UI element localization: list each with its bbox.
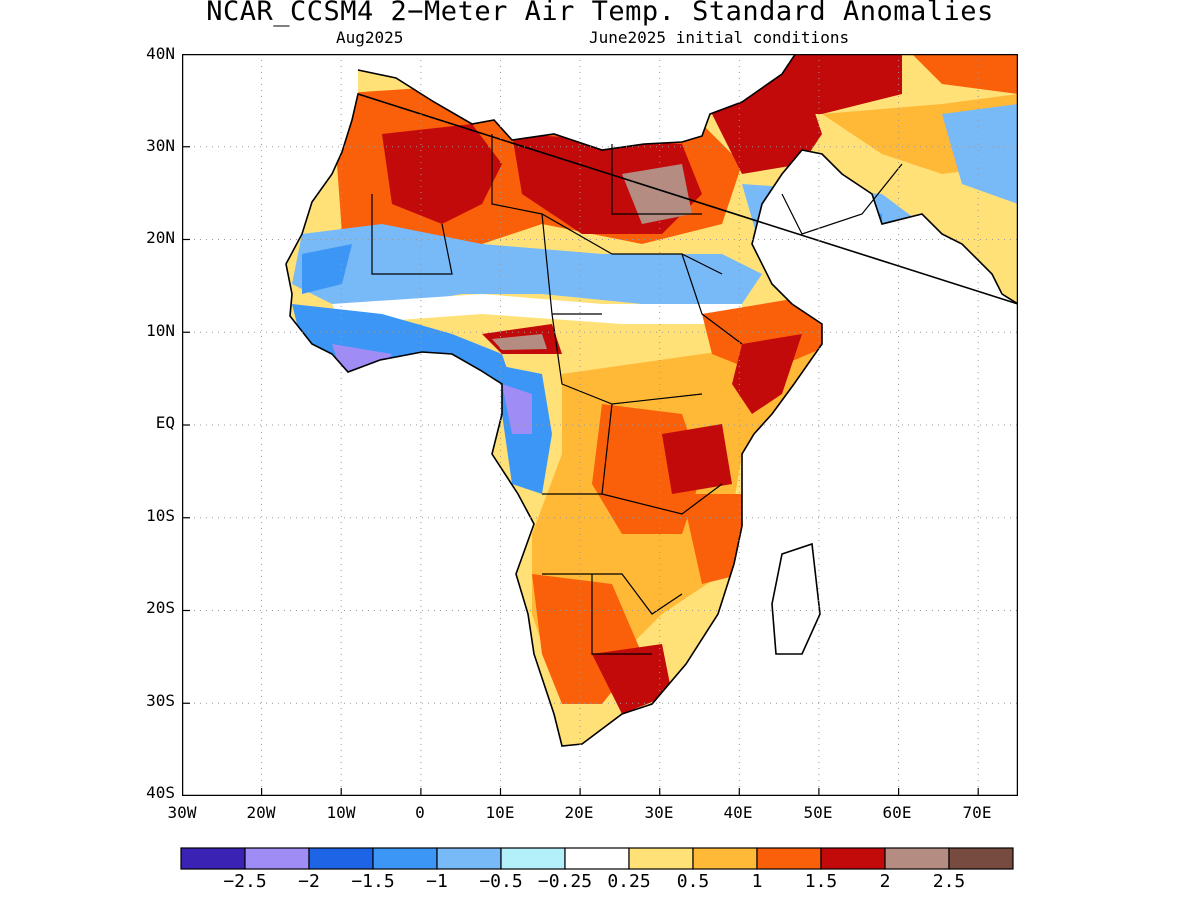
colorbar-label: 1.5 [804, 871, 838, 892]
shade-north-east [902, 54, 1018, 94]
lat-label-10n: 10N [146, 321, 175, 340]
shade-mozambique [682, 494, 742, 584]
lat-label-30n: 30N [146, 136, 175, 155]
axis-ticks [182, 54, 979, 796]
lon-label-10w: 10W [326, 803, 356, 822]
lon-label-60e: 60E [882, 803, 912, 822]
colorbar-swatch [692, 847, 758, 870]
madagascar-coastline [771, 542, 821, 655]
coastline [285, 54, 1018, 747]
colorbar-swatch [820, 847, 886, 870]
init-conditions-label: June2025 initial conditions [589, 28, 850, 47]
lon-label-10e: 10E [485, 803, 515, 822]
shade-gabon [502, 384, 532, 434]
lat-label-20n: 20N [146, 228, 175, 247]
shade-sahel [292, 224, 762, 304]
colorbar-swatch [436, 847, 502, 870]
country-borders [371, 134, 903, 655]
shade-somalia [732, 334, 802, 414]
colorbar-swatch [564, 847, 630, 870]
lon-label-30w: 30W [167, 803, 197, 822]
colorbar-label: −1 [426, 871, 448, 892]
shade-pakistan [942, 104, 1018, 204]
shade-neutral-band [332, 294, 742, 324]
shade-senegal [302, 244, 352, 294]
lon-label-50e: 50E [803, 803, 833, 822]
graticule [182, 54, 1018, 796]
colorbar-label: −2.5 [223, 871, 267, 892]
colorbar-label: −0.5 [479, 871, 523, 892]
colorbar-swatch [308, 847, 374, 870]
colorbar-label: −2 [298, 871, 320, 892]
shade-ethiopia [702, 294, 832, 374]
lon-label-20e: 20E [564, 803, 594, 822]
shade-sahara-west-core [382, 124, 502, 224]
colorbar-swatch [948, 847, 1014, 870]
valid-month-label: Aug2025 [336, 28, 404, 47]
colorbar-swatch [500, 847, 566, 870]
colorbar-swatch [372, 847, 438, 870]
colorbar-swatch [884, 847, 950, 870]
shade-chad-hotspot [492, 334, 547, 350]
lon-label-0: 0 [415, 803, 425, 822]
lon-label-40e: 40E [723, 803, 753, 822]
colorbar-swatch [756, 847, 822, 870]
colorbar-swatch [628, 847, 694, 870]
colorbar-label: −0.25 [537, 871, 593, 892]
lat-label-10s: 10S [146, 506, 175, 525]
lat-label-40s: 40S [146, 783, 175, 802]
map-title: NCAR_CCSM4 2−Meter Air Temp. Standard An… [206, 0, 994, 27]
colorbar-label: 1 [751, 871, 763, 892]
lon-label-20w: 20W [246, 803, 276, 822]
shade-tanzania [662, 424, 732, 494]
shade-madagascar [772, 544, 820, 654]
colorbar-label: 0.5 [676, 871, 710, 892]
colorbar-swatch [180, 847, 246, 870]
map-frame [182, 54, 1018, 796]
shade-madagascar-core [786, 569, 802, 602]
colorbar-label: −1.5 [351, 871, 395, 892]
shade-south-africa [592, 644, 672, 714]
colorbar-label: 2 [879, 871, 891, 892]
shade-arabia-core [802, 204, 882, 254]
colorbar-label: 2.5 [932, 871, 966, 892]
colorbar-label: 0.25 [607, 871, 651, 892]
lon-label-70e: 70E [962, 803, 992, 822]
lat-label-eq: EQ [155, 413, 175, 432]
colorbar [180, 847, 1014, 870]
shade-egypt-hotspot [622, 164, 692, 224]
anomaly-field [292, 54, 1018, 714]
lat-label-40n: 40N [146, 44, 175, 63]
lat-label-30s: 30S [146, 691, 175, 710]
colorbar-swatch [244, 847, 310, 870]
lon-label-30e: 30E [644, 803, 674, 822]
anomaly-map [182, 54, 1018, 796]
lat-label-20s: 20S [146, 598, 175, 617]
